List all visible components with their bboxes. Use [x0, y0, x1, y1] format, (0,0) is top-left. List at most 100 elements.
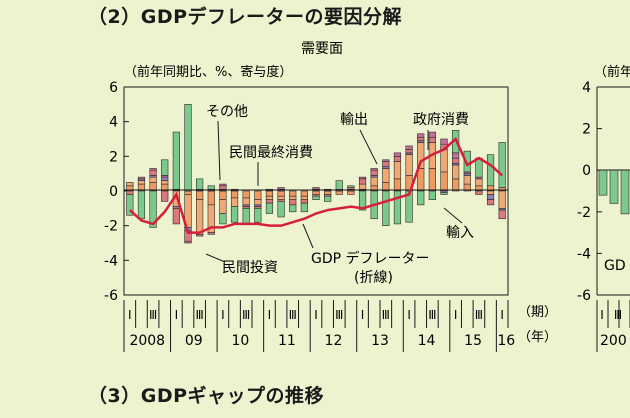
bar-segment-government: [428, 131, 436, 138]
partial-y-axis-label: （前年: [594, 64, 630, 80]
leader-imports: [443, 207, 463, 224]
bar-segment-investment: [370, 176, 378, 187]
label-other: その他: [206, 104, 248, 120]
bar-segment-investment: [161, 180, 169, 185]
label-deflator: GDP デフレーター: [311, 250, 430, 267]
label-investment: 民間投資: [222, 260, 278, 276]
bar-segment-investment: [440, 149, 448, 173]
bar-segment-exports: [149, 169, 157, 176]
bar-segment-imports: [196, 178, 204, 190]
bar-segment-exports: [475, 190, 483, 195]
y-tick-label: 2: [109, 149, 118, 165]
bar-segment-imports: [324, 195, 332, 202]
bar-segment-government: [358, 176, 367, 180]
bar-segment-imports: [242, 208, 250, 225]
bar-segment-exports: [452, 157, 460, 164]
bar-segment-imports: [300, 202, 308, 213]
bar-segment-government: [382, 159, 390, 162]
year-tick-label: 11: [278, 333, 296, 349]
leader-other: [217, 120, 221, 181]
bar-segment-consumption: [219, 190, 227, 200]
bar-segment-government: [370, 168, 378, 171]
bar-segment-imports: [137, 190, 146, 220]
bar-segment-investment: [289, 195, 297, 200]
quarter-tick-label: Ⅰ: [361, 308, 365, 322]
bar-segment-consumption: [312, 190, 320, 195]
bar-segment-imports: [219, 213, 227, 225]
bar-segment-government: [277, 187, 285, 190]
quarter-tick-label: Ⅲ: [289, 308, 297, 322]
bar-segment-exports: [498, 209, 506, 220]
annotation-layer: その他 民間最終消費 輸出 政府消費 輸入 民間投資 GDP デフレーター (折…: [205, 104, 474, 286]
bar-segment-consumption: [184, 190, 192, 195]
bar-segment-investment: [463, 175, 471, 185]
quarter-tick-label: Ⅲ: [149, 308, 157, 322]
label-imports: 輸入: [446, 225, 474, 241]
bar-segment-consumption: [428, 168, 436, 192]
partial-y-tick-label: -2: [577, 205, 591, 221]
partial-y-tick-label: -4: [577, 246, 591, 262]
bar-segment-imports: [277, 201, 285, 218]
bar-segment-exports: [172, 208, 180, 225]
bar-segment-imports: [417, 190, 425, 206]
bar-segment-exports: [486, 199, 495, 206]
bar-segment-exports: [219, 185, 227, 190]
bar-segment-imports: [265, 202, 274, 214]
y-tick-label: -2: [104, 219, 118, 235]
bar-segment-investment: [300, 195, 308, 200]
bar-segment-consumption: [452, 178, 460, 192]
y-tick-label: 4: [109, 115, 118, 131]
bar-segment-exports: [370, 169, 378, 176]
bar-segment-imports: [161, 159, 169, 176]
bar-segment-exports: [161, 190, 169, 202]
bar-segment-government: [184, 240, 192, 244]
year-tick-label: 10: [231, 333, 249, 349]
bar-segment-imports: [335, 180, 343, 190]
year-tick-label: 13: [371, 333, 389, 349]
quarter-tick-label: Ⅰ: [221, 308, 225, 322]
partial-y-tick-label: 2: [582, 122, 591, 138]
bar-segment-consumption: [347, 190, 355, 195]
quarter-tick-label: Ⅲ: [242, 308, 250, 322]
quarter-tick-label: Ⅲ: [475, 308, 483, 322]
bar-segment-exports: [289, 199, 297, 206]
bar-segment-investment: [254, 199, 262, 206]
bar-segment-consumption: [277, 190, 285, 197]
y-tick-label: 6: [109, 80, 118, 96]
bar-segment-government: [149, 168, 157, 171]
bar-segment-investment: [265, 195, 274, 200]
bar-segment-investment: [358, 183, 367, 190]
leader-deflator: [302, 223, 314, 249]
partial-y-tick-label: 4: [582, 80, 591, 96]
bar-segment-consumption: [196, 190, 204, 200]
y-tick-label: -4: [104, 253, 118, 269]
bar-segment-imports: [126, 194, 134, 216]
bar-segment-imports: [312, 195, 320, 200]
section-heading-gdp-gap: （3）GDPギャップの推移: [88, 385, 325, 407]
bar-segment-exports: [207, 232, 215, 235]
y-tick-label: 0: [109, 184, 118, 200]
bar-segment-exports: [358, 178, 367, 185]
leader-exports: [359, 129, 378, 165]
main-chart: 需要面 （前年同期比、%、寄与度） 6 4 2 0 -2 -4 -6 Ⅰ Ⅲ Ⅰ Ⅲ Ⅰ Ⅲ Ⅰ Ⅲ Ⅰ Ⅲ Ⅰ…: [104, 41, 557, 352]
quarter-tick-label: Ⅰ: [268, 308, 272, 322]
year-tick-label: 09: [185, 333, 203, 349]
bar-segment-imports: [440, 192, 448, 195]
bar-segment-consumption: [230, 190, 239, 199]
bar-segment-government: [417, 133, 425, 138]
bar-segment-exports: [137, 176, 146, 180]
year-tick-label: 14: [418, 333, 436, 349]
bar-segment-investment: [452, 164, 460, 180]
bar-segment-other: [161, 176, 169, 181]
bar-segment-exports: [196, 234, 204, 237]
quarter-tick-label: Ⅲ: [195, 308, 203, 322]
label-exports: 輸出: [340, 112, 368, 128]
chart-title: 需要面: [301, 41, 343, 57]
bar-segment-investment: [126, 182, 134, 187]
partial-bar: [598, 169, 608, 196]
partial-y-tick-label: -6: [577, 288, 591, 304]
bar-segment-consumption: [265, 190, 274, 197]
partial-bar: [609, 169, 619, 204]
